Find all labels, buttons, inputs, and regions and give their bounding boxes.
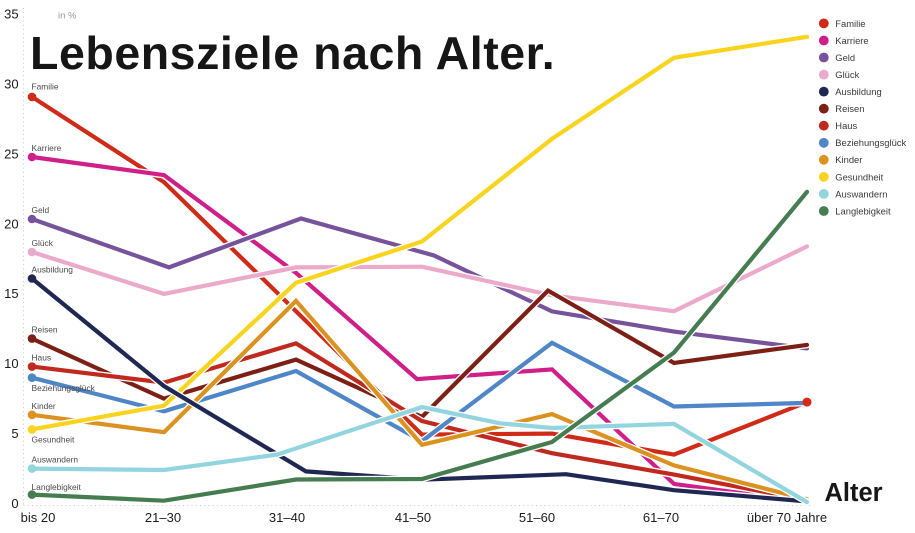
svg-text:Reisen: Reisen xyxy=(32,325,58,335)
svg-text:61–70: 61–70 xyxy=(643,510,679,525)
svg-text:Gesundheit: Gesundheit xyxy=(32,434,76,444)
svg-text:5: 5 xyxy=(11,426,18,441)
svg-text:Gesundheit: Gesundheit xyxy=(835,171,883,182)
svg-text:Glück: Glück xyxy=(835,69,859,80)
svg-text:20: 20 xyxy=(4,216,18,231)
svg-text:Ausbildung: Ausbildung xyxy=(32,265,74,275)
svg-text:Langlebigkeit: Langlebigkeit xyxy=(835,205,891,216)
svg-text:Auswandern: Auswandern xyxy=(835,188,887,199)
svg-text:Lebensziele nach Alter.: Lebensziele nach Alter. xyxy=(30,27,555,79)
svg-text:über 70 Jahre: über 70 Jahre xyxy=(747,510,827,525)
svg-text:Karriere: Karriere xyxy=(32,143,62,153)
svg-text:Haus: Haus xyxy=(835,120,857,131)
svg-text:Alter: Alter xyxy=(825,479,883,507)
svg-text:Kinder: Kinder xyxy=(32,401,56,411)
svg-text:Geld: Geld xyxy=(32,205,50,215)
svg-text:25: 25 xyxy=(4,147,18,162)
svg-text:Beziehungsglück: Beziehungsglück xyxy=(835,137,906,148)
svg-text:Ausbildung: Ausbildung xyxy=(835,86,881,97)
svg-text:Glück: Glück xyxy=(32,238,54,248)
svg-text:Kinder: Kinder xyxy=(835,154,862,165)
svg-text:Familie: Familie xyxy=(32,82,59,92)
svg-text:Haus: Haus xyxy=(32,353,52,363)
svg-text:15: 15 xyxy=(4,286,18,301)
svg-text:31–40: 31–40 xyxy=(269,510,305,525)
svg-text:0: 0 xyxy=(11,496,18,511)
svg-text:Beziehungsglück: Beziehungsglück xyxy=(32,383,96,393)
svg-text:Langlebigkeit: Langlebigkeit xyxy=(32,482,82,492)
svg-text:bis 20: bis 20 xyxy=(21,510,56,525)
svg-text:Geld: Geld xyxy=(835,52,855,63)
svg-text:Karriere: Karriere xyxy=(835,35,868,46)
svg-text:51–60: 51–60 xyxy=(519,510,555,525)
svg-text:Reisen: Reisen xyxy=(835,103,864,114)
svg-text:Auswandern: Auswandern xyxy=(32,455,79,465)
svg-text:30: 30 xyxy=(4,77,18,92)
svg-text:10: 10 xyxy=(4,356,18,371)
svg-text:Familie: Familie xyxy=(835,18,865,29)
svg-text:in %: in % xyxy=(58,10,77,21)
svg-text:41–50: 41–50 xyxy=(395,510,431,525)
svg-text:35: 35 xyxy=(4,7,18,22)
svg-text:21–30: 21–30 xyxy=(145,510,181,525)
